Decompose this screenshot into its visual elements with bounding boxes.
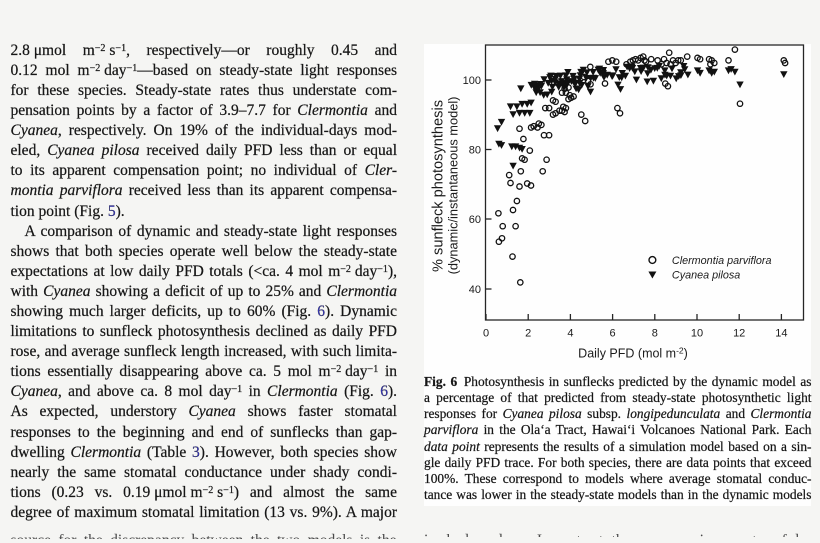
svg-text:40: 40 xyxy=(469,284,481,296)
svg-text:10: 10 xyxy=(691,328,703,340)
svg-text:Clermontia parviflora: Clermontia parviflora xyxy=(672,255,772,267)
svg-text:12: 12 xyxy=(733,328,745,340)
svg-text:8: 8 xyxy=(652,328,658,340)
svg-text:0: 0 xyxy=(483,328,489,340)
svg-text:2: 2 xyxy=(525,328,531,340)
svg-text:Daily PFD (mol m-2): Daily PFD (mol m-2) xyxy=(578,346,688,361)
svg-text:% sunfleck photosynthesis: % sunfleck photosynthesis xyxy=(430,100,446,272)
svg-text:(dynamic/instantaneous model): (dynamic/instantaneous model) xyxy=(446,97,461,275)
svg-text:60: 60 xyxy=(469,214,481,226)
svg-text:Cyanea pilosa: Cyanea pilosa xyxy=(672,270,740,282)
svg-text:14: 14 xyxy=(775,328,787,340)
svg-text:6: 6 xyxy=(610,328,616,340)
svg-text:100: 100 xyxy=(463,75,481,87)
svg-text:4: 4 xyxy=(567,328,573,340)
svg-text:80: 80 xyxy=(469,144,481,156)
